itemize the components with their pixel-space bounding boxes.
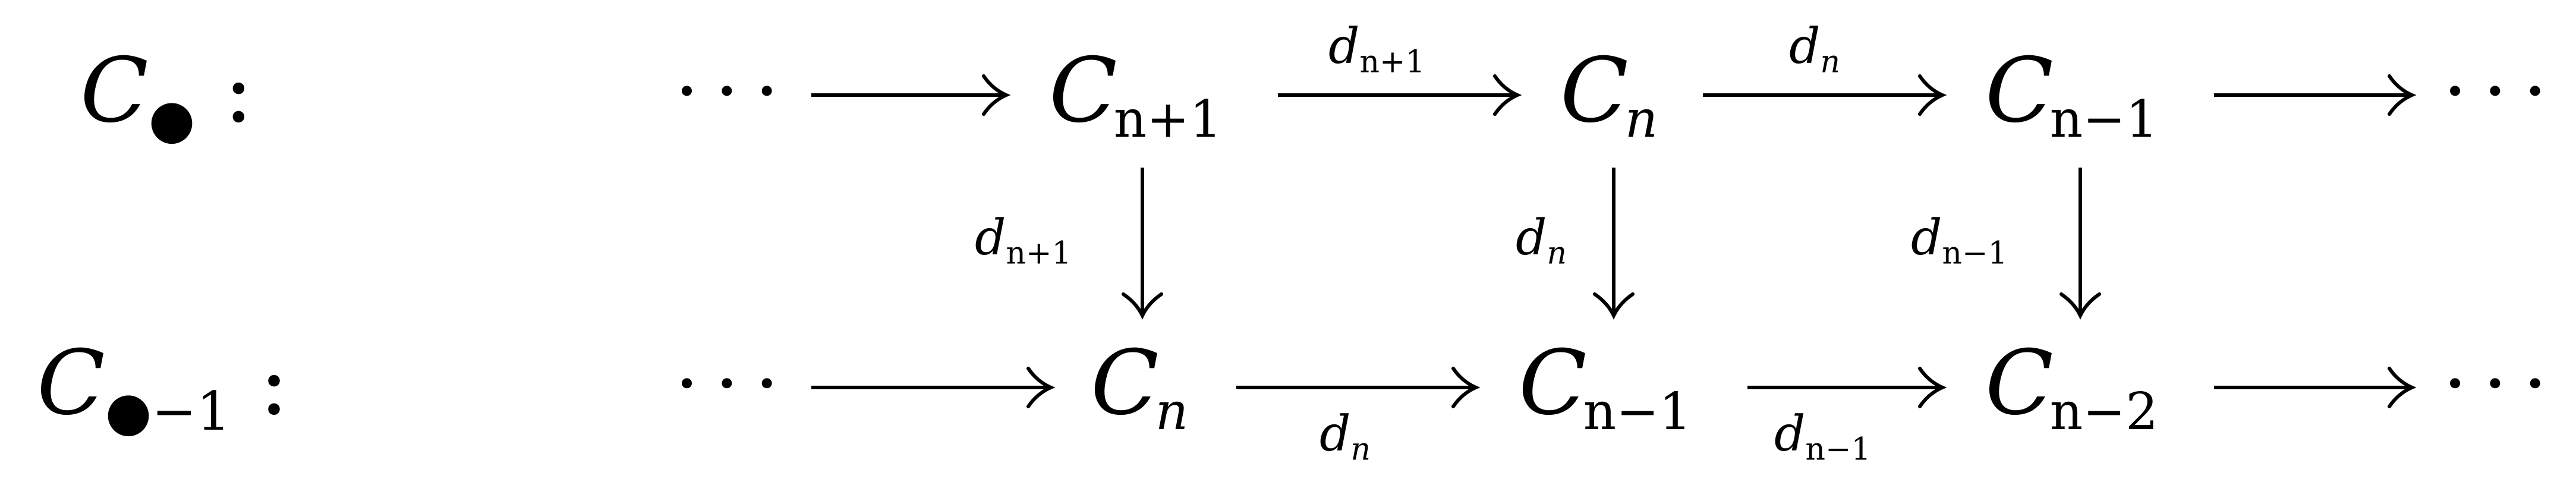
row-label-top: C● : — [80, 46, 254, 146]
object-bottom-c-n-2: Cn−2 — [1985, 332, 2158, 442]
arrow-top-d-n+1 — [1278, 74, 1522, 116]
arrow-top-cn-1-to-ellipsis — [2214, 74, 2417, 116]
morphism-label-top-d-n+1: dn+1 — [1328, 18, 1425, 80]
morphism-label-top-d-n: dn — [1789, 18, 1840, 80]
arrow-bottom-cn-2-to-ellipsis — [2214, 367, 2417, 408]
object-top-c-n+1: Cn+1 — [1049, 39, 1222, 149]
object-bottom-c-n-1: Cn−1 — [1519, 332, 1692, 442]
ellipsis-bottom-right: ··· — [2443, 338, 2563, 428]
object-top-c-n: Cn — [1560, 39, 1658, 149]
morphism-label-bottom-d-n: dn — [1320, 406, 1371, 468]
morphism-label-vert-d-n: dn — [1516, 210, 1567, 272]
object-top-c-n-1: Cn−1 — [1985, 39, 2158, 149]
ellipsis-bottom-left: ··· — [675, 338, 795, 428]
morphism-label-vert-d-n-1: dn−1 — [1911, 210, 2008, 272]
arrow-vert-d-n-1 — [2059, 168, 2101, 320]
row-label-top-sub: ● — [148, 88, 196, 150]
arrow-bottom-d-n — [1236, 367, 1481, 408]
arrow-top-d-n — [1703, 74, 1947, 116]
row-label-bottom: C●−1 : — [37, 339, 289, 439]
row-label-bottom-main: C — [37, 332, 105, 435]
morphism-label-bottom-d-n-1: dn−1 — [1774, 406, 1871, 468]
arrow-vert-d-n+1 — [1122, 168, 1163, 320]
row-label-bottom-colon: : — [259, 332, 289, 435]
arrow-vert-d-n — [1593, 168, 1635, 320]
row-label-top-main: C — [80, 39, 149, 143]
ellipsis-top-right: ··· — [2443, 46, 2563, 136]
ellipsis-top-left: ··· — [675, 46, 795, 136]
arrow-top-ellipsis-to-cn+1 — [811, 74, 1011, 116]
object-bottom-c-n: Cn — [1091, 332, 1189, 442]
row-label-bottom-sub: ●−1 — [105, 380, 231, 443]
morphism-label-vert-d-n+1: dn+1 — [975, 210, 1072, 272]
arrow-bottom-d-n-1 — [1747, 367, 1947, 408]
row-label-top-colon: : — [223, 39, 254, 143]
arrow-bottom-ellipsis-to-cn — [811, 367, 1056, 408]
